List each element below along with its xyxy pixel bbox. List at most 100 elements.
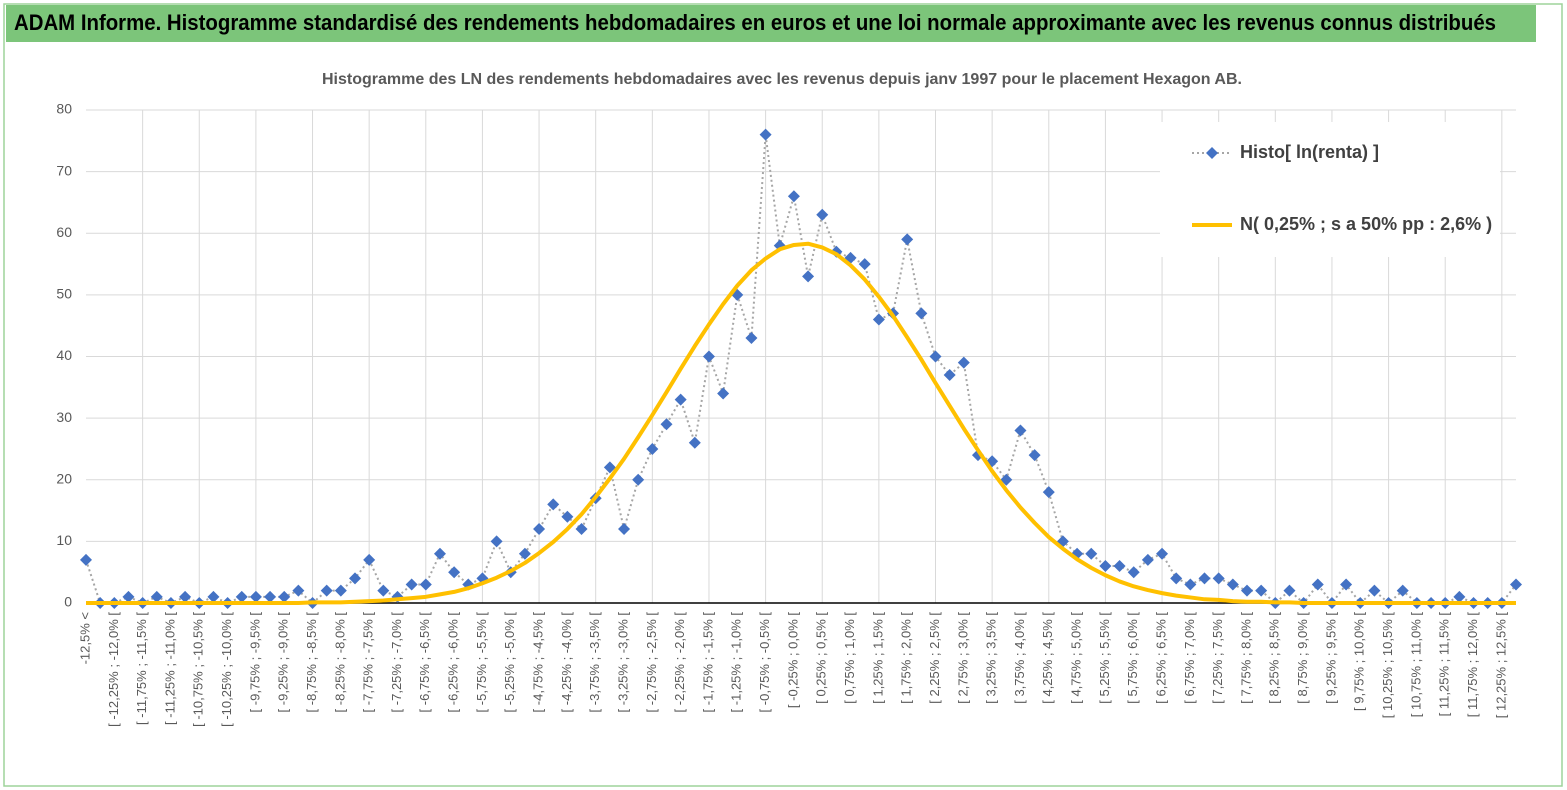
point xyxy=(292,584,305,597)
point xyxy=(688,436,701,449)
point xyxy=(1368,584,1381,597)
x-tick-label: [ 4,25% ; 4,5% [ xyxy=(1040,612,1055,704)
point xyxy=(122,590,135,603)
point xyxy=(1311,578,1324,591)
series-line xyxy=(86,241,1516,605)
x-tick-label: [ 0,25% ; 0,5% [ xyxy=(814,612,829,704)
x-tick-label: [ -12,25% ; -12,0% [ xyxy=(106,612,121,727)
point xyxy=(575,523,588,536)
x-tick-label: -12,5% < xyxy=(77,612,92,664)
y-tick-label: 20 xyxy=(56,470,72,486)
x-tick-label: [ 5,75% ; 6,0% [ xyxy=(1125,612,1140,704)
point xyxy=(1042,486,1055,499)
point xyxy=(448,566,461,579)
legend-label: N( 0,25% ; s a 50% pp : 2,6% ) xyxy=(1240,214,1492,234)
x-tick-label: [ 2,25% ; 2,5% [ xyxy=(927,612,942,704)
y-tick-label: 40 xyxy=(56,347,72,363)
point xyxy=(717,387,730,400)
x-tick-label: [ 2,75% ; 3,0% [ xyxy=(955,612,970,704)
point xyxy=(1085,547,1098,560)
page-title: ADAM Informe. Histogramme standardisé de… xyxy=(14,10,1496,35)
point xyxy=(858,258,871,271)
point xyxy=(915,307,928,320)
point xyxy=(1340,578,1353,591)
point xyxy=(1453,590,1466,603)
x-tick-label: [ 9,75% ; 10,0% [ xyxy=(1352,612,1367,711)
x-tick-label: [ -11,25% ; -11,0% [ xyxy=(162,612,177,725)
point xyxy=(249,590,262,603)
point xyxy=(1141,553,1154,566)
point xyxy=(787,190,800,203)
x-tick-label: [ -7,75% ; -7,5% [ xyxy=(361,612,376,713)
point xyxy=(872,313,885,326)
point xyxy=(1099,560,1112,573)
point xyxy=(179,590,192,603)
point xyxy=(1000,473,1013,486)
x-tick-label: [ 11,25% ; 11,5% [ xyxy=(1437,612,1452,717)
point xyxy=(674,393,687,406)
banner xyxy=(6,5,1536,42)
x-tick-label: [ 10,75% ; 11,0% [ xyxy=(1408,612,1423,718)
y-tick-label: 80 xyxy=(56,101,72,117)
point xyxy=(349,572,362,585)
point xyxy=(377,584,390,597)
point xyxy=(603,461,616,474)
point xyxy=(1283,584,1296,597)
x-tick-label: [ -0,75% ; -0,5% [ xyxy=(757,612,772,713)
x-tick-label: [ -4,75% ; -4,5% [ xyxy=(531,612,546,713)
x-tick-label: [ 8,75% ; 9,0% [ xyxy=(1295,612,1310,704)
point xyxy=(1170,572,1183,585)
legend-marker xyxy=(1206,147,1218,159)
point xyxy=(901,233,914,246)
legend-box xyxy=(1160,122,1500,257)
point xyxy=(702,350,715,363)
point xyxy=(533,523,546,536)
point xyxy=(363,553,376,566)
point xyxy=(80,553,92,566)
point xyxy=(816,208,829,221)
x-tick-label: [ -8,75% ; -8,5% [ xyxy=(304,612,319,713)
legend-label: Histo[ ln(renta) ] xyxy=(1240,142,1379,162)
point xyxy=(518,547,531,560)
point xyxy=(320,584,333,597)
point xyxy=(207,590,220,603)
point xyxy=(278,590,291,603)
x-tick-label: [ -8,25% ; -8,0% [ xyxy=(332,612,347,713)
x-tick-label: [ -6,25% ; -6,0% [ xyxy=(446,612,461,713)
x-tick-label: [ -4,25% ; -4,0% [ xyxy=(559,612,574,713)
point xyxy=(561,510,574,523)
point xyxy=(547,498,560,511)
x-tick-label: [ -5,25% ; -5,0% [ xyxy=(502,612,517,713)
point xyxy=(632,473,645,486)
point xyxy=(1198,572,1211,585)
x-tick-label: [ 0,75% ; 1,0% [ xyxy=(842,612,857,704)
x-tick-label: [ 11,75% ; 12,0% [ xyxy=(1465,612,1480,718)
point xyxy=(618,523,631,536)
x-tick-label: [ 3,25% ; 3,5% [ xyxy=(984,612,999,704)
point xyxy=(1510,578,1522,591)
point xyxy=(660,418,673,431)
point xyxy=(943,368,956,381)
point xyxy=(1226,578,1239,591)
point xyxy=(759,128,772,141)
point xyxy=(433,547,446,560)
x-tick-label: [ 4,75% ; 5,0% [ xyxy=(1069,612,1084,704)
y-tick-label: 70 xyxy=(56,162,72,178)
point xyxy=(490,535,503,548)
x-tick-label: [ -6,75% ; -6,5% [ xyxy=(417,612,432,713)
x-tick-label: [ -5,75% ; -5,5% [ xyxy=(474,612,489,713)
point xyxy=(646,442,659,455)
x-tick-label: [ -7,25% ; -7,0% [ xyxy=(389,612,404,713)
x-tick-label: [ -10,25% ; -10,0% [ xyxy=(219,612,234,727)
x-tick-label: [ -3,75% ; -3,5% [ xyxy=(587,612,602,713)
point xyxy=(802,270,815,283)
x-tick-label: [ 5,25% ; 5,5% [ xyxy=(1097,612,1112,704)
x-tick-label: [ -1,25% ; -1,0% [ xyxy=(729,612,744,713)
point xyxy=(1212,572,1225,585)
x-tick-label: [ 6,25% ; 6,5% [ xyxy=(1153,612,1168,704)
point xyxy=(1240,584,1253,597)
x-tick-label: [ 12,25% ; 12,5% [ xyxy=(1493,612,1508,719)
y-tick-label: 30 xyxy=(56,409,72,425)
point xyxy=(1014,424,1027,437)
